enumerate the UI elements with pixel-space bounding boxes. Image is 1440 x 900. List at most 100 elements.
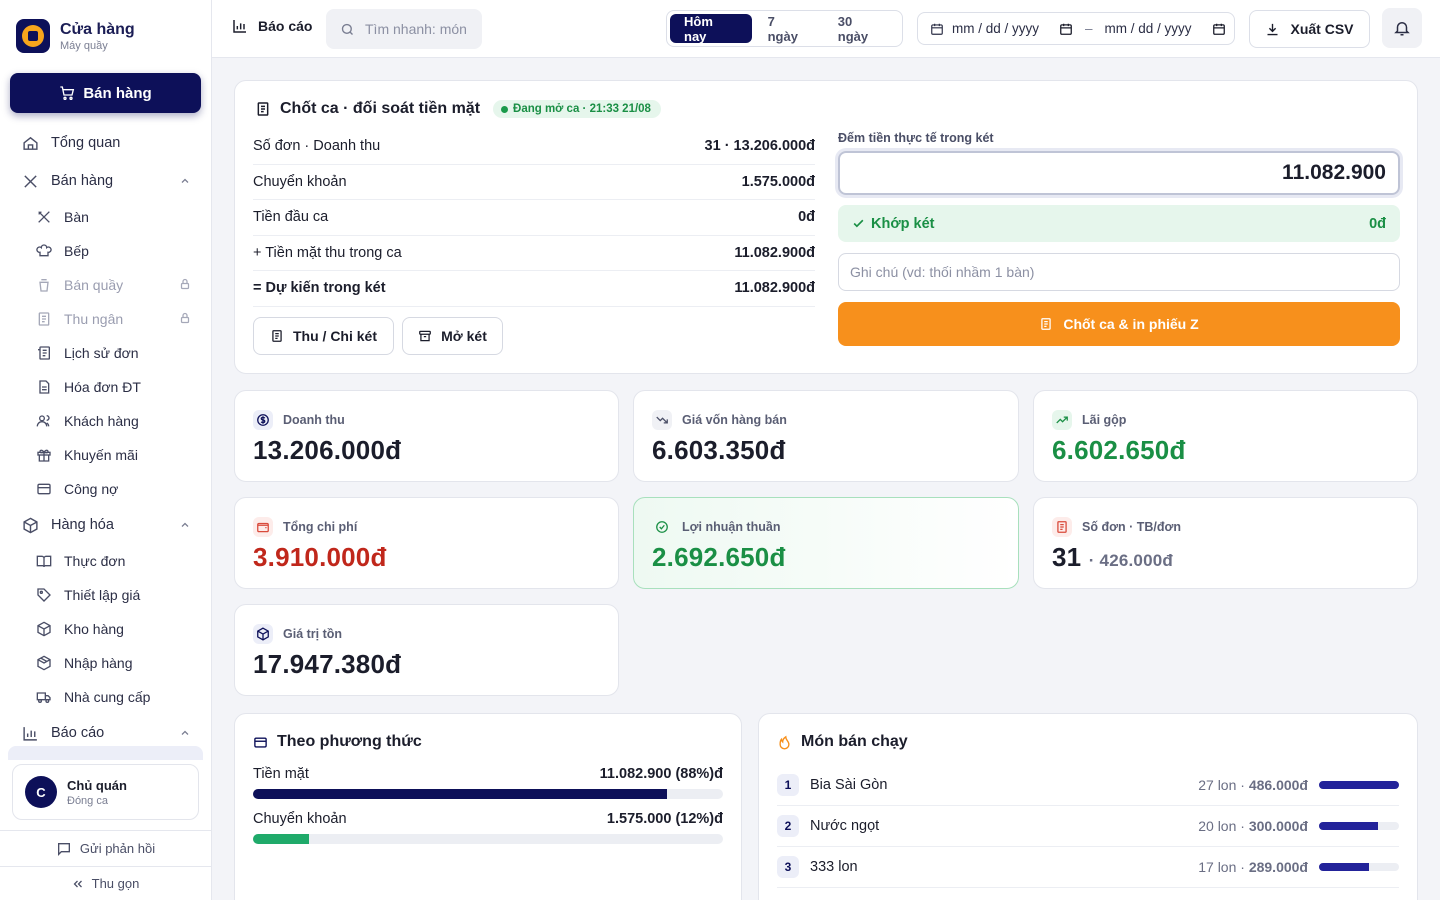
collapse-button[interactable]: Thu gọn xyxy=(0,866,211,900)
payment-bar-fill xyxy=(253,789,667,799)
feedback-label: Gửi phản hồi xyxy=(79,841,156,856)
kpi-stock-value: Giá trị tồn 17.947.380đ xyxy=(234,604,619,696)
collapse-label: Thu gọn xyxy=(91,876,140,891)
open-drawer-label: Mở két xyxy=(441,328,487,344)
user-role: Đóng ca xyxy=(67,794,108,807)
sidebar-item-warehouse[interactable]: Kho hàng xyxy=(0,612,211,646)
item-bar-track xyxy=(1319,822,1399,830)
sidebar-item-suppliers[interactable]: Nhà cung cấp xyxy=(0,680,211,714)
payment-label: Tiền mặt xyxy=(253,766,309,782)
feedback-button[interactable]: Gửi phản hồi xyxy=(0,830,211,866)
sidebar-item-menu[interactable]: Thực đơn xyxy=(0,544,211,578)
range-today[interactable]: Hôm nay xyxy=(670,14,752,44)
kpi-gross-profit: Lãi gộp 6.602.650đ xyxy=(1033,390,1418,482)
receipt-icon xyxy=(255,101,271,117)
calendar-icon xyxy=(930,22,944,36)
sidebar-item-promotions[interactable]: Khuyến mãi xyxy=(0,438,211,472)
sidebar-item-import[interactable]: Nhập hàng xyxy=(0,646,211,680)
payment-card-title: Theo phương thức xyxy=(277,733,422,750)
sidebar-group-goods[interactable]: Hàng hóa xyxy=(0,506,211,544)
date-to-input[interactable]: mm / dd / yyyy xyxy=(1104,21,1192,36)
sell-button[interactable]: Bán hàng xyxy=(10,73,201,113)
package-icon xyxy=(22,517,39,534)
table-row: Số đơn · Doanh thu 31 · 13.206.000đ xyxy=(253,129,815,165)
item-name: 333 lon xyxy=(810,859,858,875)
sidebar-item-label: Tổng quan xyxy=(51,135,121,151)
sidebar-item-label: Bán quầy xyxy=(64,277,124,293)
notifications-button[interactable] xyxy=(1382,8,1422,48)
sidebar-item-label: Bàn xyxy=(64,209,89,225)
table-row: Chuyển khoản 1.575.000đ xyxy=(253,165,815,200)
store-logo xyxy=(16,19,50,53)
user-card[interactable]: C Chủ quán Đóng ca xyxy=(12,764,199,820)
cash-count-input[interactable]: 11.082.900 xyxy=(838,151,1400,195)
open-drawer-button[interactable]: Mở két xyxy=(402,317,503,355)
tag-icon xyxy=(36,587,52,603)
kpi-value: 31 xyxy=(1052,542,1082,572)
kpi-label-text: Giá vốn hàng bán xyxy=(682,413,787,427)
credit-card-icon xyxy=(253,735,268,750)
sidebar-group-label: Bán hàng xyxy=(51,173,114,189)
sidebar-item-order-history[interactable]: Lịch sử đơn xyxy=(0,336,211,370)
brand[interactable]: Cửa hàng Máy quầy xyxy=(0,0,211,58)
sidebar-item-customers[interactable]: Khách hàng xyxy=(0,404,211,438)
kpi-value: 17.947.380đ xyxy=(253,649,402,679)
payment-method-card: Theo phương thức Tiền mặt 11.082.900 (88%… xyxy=(234,713,742,900)
boxes-icon xyxy=(36,655,52,671)
item-quantity: 27 lon · xyxy=(1198,777,1245,793)
row-label: Tiền đầu ca xyxy=(253,209,329,226)
list-item[interactable]: 2 Nước ngọt 20 lon · 300.000đ xyxy=(777,806,1399,847)
kpi-value: 2.692.650đ xyxy=(652,542,786,572)
search-placeholder: Tìm nhanh: món xyxy=(365,21,467,37)
item-name: Bia Sài Gòn xyxy=(810,777,888,793)
list-item[interactable]: 1 Bia Sài Gòn 27 lon · 486.000đ xyxy=(777,765,1399,806)
sidebar-group-sales[interactable]: Bán hàng xyxy=(0,162,211,200)
sidebar-group-reports[interactable]: Báo cáo xyxy=(0,714,211,752)
date-range-picker: mm / dd / yyyy – mm / dd / yyyy xyxy=(917,12,1235,45)
payment-value: 11.082.900 (88%)đ xyxy=(599,766,723,782)
payment-row-cash: Tiền mặt 11.082.900 (88%)đ xyxy=(253,766,723,799)
trending-down-icon xyxy=(652,410,672,430)
range-7-days[interactable]: 7 ngày xyxy=(767,13,798,44)
kpi-label: Giá trị tồn xyxy=(253,624,342,644)
history-icon xyxy=(36,345,52,361)
chevron-up-icon xyxy=(179,175,191,187)
cash-in-out-button[interactable]: Thu / Chi két xyxy=(253,317,394,355)
kpi-label-text: Giá trị tồn xyxy=(283,627,343,641)
bar-chart-icon xyxy=(22,725,39,742)
item-quantity: 20 lon · xyxy=(1198,818,1245,834)
sidebar-item-pricing[interactable]: Thiết lập giá xyxy=(0,578,211,612)
table-row-expected: = Dự kiến trong két 11.082.900đ xyxy=(253,271,815,307)
sidebar-item-tables[interactable]: Bàn xyxy=(0,200,211,234)
note-input[interactable]: Ghi chú (vd: thối nhầm 1 bàn) xyxy=(838,253,1400,291)
kpi-label: Doanh thu xyxy=(253,410,345,430)
date-to-calendar-icon[interactable] xyxy=(1212,22,1226,36)
sidebar-group-label: Báo cáo xyxy=(51,725,105,741)
search-input[interactable]: Tìm nhanh: món xyxy=(326,9,482,49)
sidebar-item-overview[interactable]: Tổng quan xyxy=(0,124,211,162)
shift-status-text: Đang mở ca · 21:33 21/08 xyxy=(513,103,651,115)
receipt-icon xyxy=(1052,517,1072,537)
sidebar-item-label: Nhập hàng xyxy=(64,655,133,671)
user-name: Chủ quán xyxy=(67,777,127,793)
best-sellers-card: Món bán chạy 1 Bia Sài Gòn 27 lon · 486.… xyxy=(758,713,1418,900)
date-separator: – xyxy=(1085,21,1093,36)
sidebar-item-e-invoice[interactable]: Hóa đơn ĐT xyxy=(0,370,211,404)
row-value: 0đ xyxy=(798,209,815,226)
kpi-label: Số đơn · TB/đơn xyxy=(1052,517,1181,537)
sidebar-item-kitchen[interactable]: Bếp xyxy=(0,234,211,268)
book-open-icon xyxy=(36,553,52,569)
date-from-calendar-icon[interactable] xyxy=(1059,22,1073,36)
export-csv-button[interactable]: Xuất CSV xyxy=(1249,10,1370,48)
sidebar-item-cashier[interactable]: Thu ngân xyxy=(0,302,211,336)
list-item[interactable]: 3 333 lon 17 lon · 289.000đ xyxy=(777,847,1399,888)
box-icon xyxy=(253,624,273,644)
date-from-input[interactable]: mm / dd / yyyy xyxy=(952,21,1040,36)
close-shift-button[interactable]: Chốt ca & in phiếu Z xyxy=(838,302,1400,346)
cash-count-label: Đếm tiền thực tế trong két xyxy=(838,131,994,145)
sidebar-item-counter-sale[interactable]: Bán quầy xyxy=(0,268,211,302)
reconciliation-table: Số đơn · Doanh thu 31 · 13.206.000đ Chuyể… xyxy=(253,129,815,307)
range-30-days[interactable]: 30 ngày xyxy=(837,13,869,44)
sidebar-item-debts[interactable]: Công nợ xyxy=(0,472,211,506)
status-dot xyxy=(501,105,509,113)
